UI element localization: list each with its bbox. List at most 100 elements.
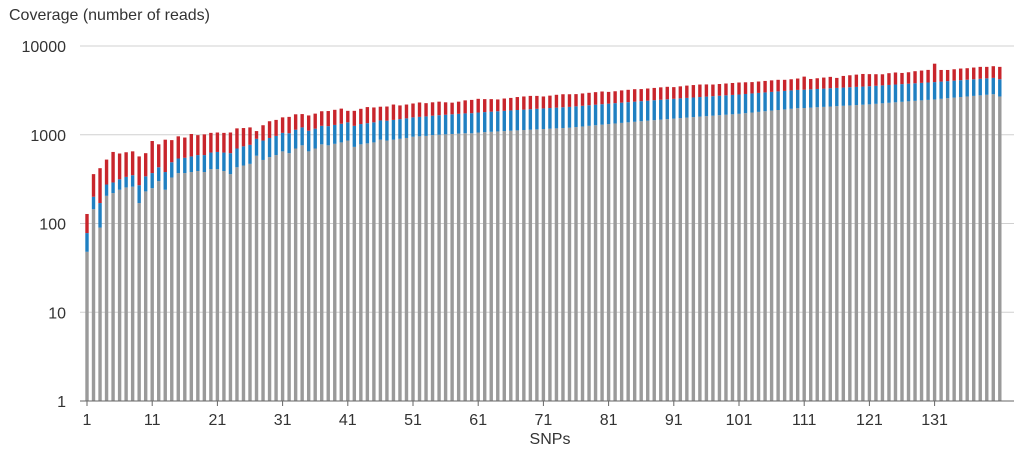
bar-segment-blue: [150, 173, 154, 189]
bar-segment-grey: [848, 105, 852, 401]
bar-segment-grey: [880, 103, 885, 401]
bar-segment-blue: [978, 78, 982, 96]
bar-segment-blue: [222, 152, 226, 172]
bar-segment-grey: [782, 109, 787, 401]
bar-segment-grey: [593, 125, 598, 402]
bar-segment-grey: [339, 142, 343, 401]
bar-segment-red: [854, 74, 859, 87]
y-tick-label: 10000: [22, 39, 67, 56]
bar-segment-blue: [854, 86, 859, 106]
bar-segment-blue: [326, 126, 330, 146]
bar-segment-red: [528, 95, 533, 110]
bar-segment-blue: [183, 157, 187, 174]
bar-segment-blue: [391, 119, 396, 140]
bar-segment-grey: [809, 107, 813, 402]
bar-segment-red: [646, 88, 650, 101]
bar-segment-red: [724, 83, 728, 96]
bar-segment-grey: [815, 107, 819, 401]
bar-segment-grey: [900, 101, 904, 402]
bar-segment-blue: [906, 83, 911, 102]
bar-segment-grey: [691, 117, 696, 401]
bar-segment-grey: [985, 94, 989, 401]
bar-segment-grey: [926, 99, 930, 402]
bar-segment-grey: [365, 143, 370, 401]
bar-segment-grey: [835, 106, 839, 401]
bar-segment-blue: [972, 79, 976, 96]
bar-segment-blue: [215, 151, 220, 170]
bar-segment-red: [222, 132, 226, 153]
x-tick-label: 51: [404, 412, 422, 429]
bar-segment-grey: [528, 129, 533, 401]
bar-segment-blue: [802, 89, 806, 109]
bar-segment-grey: [717, 115, 722, 402]
bar-segment-grey: [280, 151, 285, 401]
bar-segment-blue: [698, 97, 702, 117]
bar-segment-grey: [795, 108, 800, 401]
bar-segment-grey: [372, 142, 376, 401]
bar-segment-blue: [685, 97, 689, 118]
bar-segment-grey: [176, 173, 180, 401]
bar-segment-blue: [678, 98, 683, 119]
bar-segment-blue: [398, 119, 402, 139]
bar-segment-grey: [685, 117, 689, 401]
bar-segment-grey: [91, 209, 96, 401]
bar-segment-grey: [130, 186, 135, 401]
bar-segment-red: [287, 116, 291, 134]
bar-segment-blue: [346, 122, 350, 141]
bar-segment-blue: [795, 89, 800, 109]
bar-segment-red: [163, 139, 167, 173]
bar-segment-red: [463, 100, 467, 114]
bar-segment-blue: [424, 116, 428, 136]
bar-segment-red: [919, 70, 924, 83]
bar-segment-red: [280, 117, 285, 133]
bar-segment-grey: [456, 133, 461, 401]
bar-segment-red: [802, 76, 806, 90]
bar-segment-red: [972, 67, 976, 80]
bar-segment-blue: [235, 148, 239, 168]
bar-segment-blue: [463, 113, 467, 134]
bar-segment-blue: [443, 114, 448, 135]
bar-segment-grey: [802, 108, 806, 402]
bar-segment-grey: [248, 163, 252, 401]
bar-segment-blue: [822, 88, 826, 107]
bar-segment-blue: [515, 110, 520, 131]
bar-segment-blue: [339, 123, 343, 143]
bar-segment-blue: [724, 95, 728, 115]
bar-segment-blue: [985, 78, 989, 95]
bar-segment-red: [326, 111, 330, 127]
bar-segment-red: [776, 79, 780, 92]
bar-segment-blue: [704, 96, 709, 117]
bar-segment-grey: [430, 135, 435, 401]
bar-segment-red: [548, 95, 552, 109]
y-axis-label: Coverage (number of reads): [9, 7, 210, 24]
bar-segment-red: [254, 131, 259, 139]
bar-segment-grey: [606, 124, 611, 401]
bar-segment-grey: [98, 227, 102, 401]
bar-segment-blue: [450, 114, 454, 134]
bar-segment-grey: [939, 98, 943, 401]
bar-segment-red: [567, 94, 572, 107]
bar-segment-blue: [293, 129, 298, 149]
bar-segment-blue: [632, 101, 637, 122]
bar-segment-blue: [476, 112, 480, 133]
x-tick-label: 71: [535, 412, 553, 429]
bar-segment-red: [385, 106, 389, 121]
bar-segment-grey: [730, 114, 735, 401]
x-tick-label: 61: [469, 412, 487, 429]
bar-segment-blue: [652, 100, 656, 121]
bar-segment-grey: [626, 122, 630, 402]
bar-segment-red: [619, 90, 624, 103]
x-tick-label: 81: [600, 412, 618, 429]
bar-segment-blue: [945, 81, 950, 99]
bar-segment-blue: [209, 152, 213, 170]
bar-segment-grey: [639, 121, 643, 402]
bar-segment-red: [274, 119, 278, 136]
bar-segment-red: [130, 151, 135, 176]
bar-segment-red: [659, 87, 663, 100]
bar-segment-red: [815, 78, 819, 89]
bar-segment-red: [743, 82, 748, 94]
x-tick-label: 11: [144, 412, 161, 429]
bar-segment-grey: [724, 114, 728, 402]
bar-segment-blue: [861, 86, 865, 105]
bar-segment-red: [137, 156, 141, 186]
